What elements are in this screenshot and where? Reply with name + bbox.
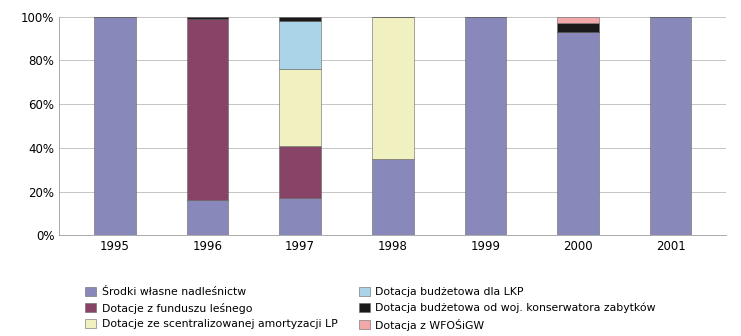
Bar xyxy=(372,159,413,235)
Bar xyxy=(187,19,228,200)
Bar xyxy=(279,146,321,198)
Bar xyxy=(557,24,599,32)
Bar xyxy=(372,17,413,159)
Bar xyxy=(279,69,321,146)
Bar xyxy=(557,17,599,24)
Bar xyxy=(187,200,228,235)
Bar xyxy=(94,17,136,235)
Bar xyxy=(465,17,506,235)
Legend: Środki własne nadleśnictw, Dotacje z funduszu leśnego, Dotacje ze scentralizowan: Środki własne nadleśnictw, Dotacje z fun… xyxy=(85,287,656,331)
Bar xyxy=(557,32,599,235)
Bar xyxy=(279,21,321,69)
Bar xyxy=(187,17,228,19)
Bar xyxy=(279,17,321,21)
Bar xyxy=(279,198,321,235)
Bar xyxy=(650,17,691,235)
